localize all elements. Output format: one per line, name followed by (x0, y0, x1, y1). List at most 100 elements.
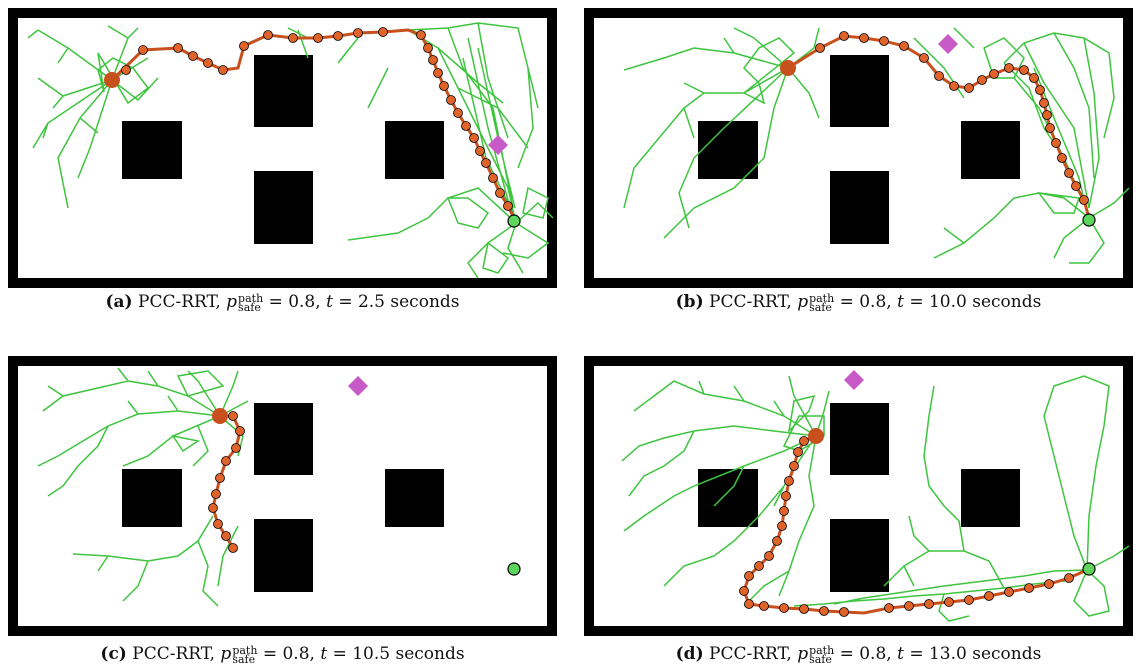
path-node (793, 447, 803, 457)
path-node (461, 121, 471, 131)
path-node (764, 551, 774, 561)
caption-c-p-value: = 0.8, (262, 644, 315, 664)
path-node (815, 43, 825, 53)
panel-a-plot (8, 8, 557, 288)
path-node (433, 68, 443, 78)
obstacle (254, 171, 313, 244)
path-node (819, 606, 829, 616)
path-node (208, 503, 218, 513)
caption-b-p-sup: path (809, 291, 835, 305)
caption-d-p-value: = 0.8, (839, 644, 892, 664)
path-node (924, 599, 934, 609)
path-node (213, 519, 223, 529)
caption-a-label: (a) (105, 292, 133, 312)
path-node (1024, 583, 1034, 593)
path-node (239, 41, 249, 51)
obstacle (122, 469, 182, 527)
path-node (188, 51, 198, 61)
obstacle (830, 519, 889, 592)
path-node (1057, 153, 1067, 163)
caption-d-label: (d) (675, 644, 704, 664)
path-node (744, 571, 754, 581)
path-node (231, 443, 241, 453)
rrt-tree (287, 27, 389, 109)
rrt-tree (933, 187, 1130, 264)
path-node (428, 55, 438, 65)
path-node (1004, 63, 1014, 73)
rrt-tree (347, 186, 554, 279)
path-node (781, 491, 791, 501)
rrt-tree (72, 515, 239, 607)
path-node (1035, 85, 1045, 95)
rrt-tree (793, 375, 1130, 622)
caption-d-method: PCC-RRT, (709, 644, 792, 664)
obstacle (385, 469, 444, 527)
path-node (1045, 123, 1055, 133)
path-node (964, 595, 974, 605)
path-node (1029, 73, 1039, 83)
path-node (744, 599, 754, 609)
caption-b-label: (b) (675, 292, 704, 312)
path-node (378, 27, 388, 37)
path-node (503, 201, 513, 211)
path-node (779, 603, 789, 613)
caption-a-t-value: = 2.5 seconds (338, 292, 460, 312)
path-node (1079, 195, 1089, 205)
path-node (799, 436, 809, 446)
caption-a-p-sub: safe (238, 300, 261, 314)
caption-a: (a) PCC-RRT, p path safe = 0.8, t = 2.5 se… (8, 291, 557, 314)
path-node (784, 476, 794, 486)
path-node (977, 75, 987, 85)
dynamic-obstacle-diamond (488, 135, 508, 155)
caption-b-t-value: = 10.0 seconds (909, 292, 1042, 312)
path-node (1004, 587, 1014, 597)
obstacle (830, 403, 889, 475)
robot (780, 60, 796, 76)
path-node (439, 81, 449, 91)
caption-a-method: PCC-RRT, (138, 292, 221, 312)
panel-a (8, 8, 557, 288)
path-node (475, 146, 485, 156)
path-node (1064, 168, 1074, 178)
path-node (779, 506, 789, 516)
path-node (1051, 138, 1061, 148)
rrt-tree (623, 27, 820, 239)
path-node (228, 543, 238, 553)
path-node (235, 426, 245, 436)
path-node (1044, 579, 1054, 589)
path-node (772, 536, 782, 546)
panel-b (584, 8, 1133, 288)
path-node (203, 58, 213, 68)
path-node (799, 604, 809, 614)
caption-d-p: p (797, 644, 809, 664)
path-node (904, 601, 914, 611)
path-node (884, 603, 894, 613)
obstacle (254, 403, 313, 475)
robot (104, 72, 120, 88)
path-node (879, 36, 889, 46)
path-node (899, 41, 909, 51)
path-node (423, 43, 433, 53)
obstacle (830, 171, 889, 244)
caption-a-p-sup: path (238, 291, 264, 305)
path-node (446, 95, 456, 105)
path-node (121, 65, 131, 75)
caption-c-p-sup: path (232, 643, 258, 657)
obstacle (830, 55, 889, 127)
dynamic-obstacle-diamond (844, 370, 864, 390)
caption-b: (b) PCC-RRT, p path safe = 0.8, t = 10.0 s… (584, 291, 1133, 313)
caption-a-p-value: = 0.8, (268, 292, 321, 312)
panel-b-plot (584, 8, 1133, 288)
caption-d: (d) PCC-RRT, p path safe = 0.8, t = 13.0 s… (584, 644, 1133, 665)
caption-a-t: t (326, 292, 333, 312)
path-node (218, 65, 228, 75)
caption-c: (c) PCC-RRT, p path safe = 0.8, t = 10.5 s… (8, 643, 557, 665)
path-node (353, 28, 363, 38)
caption-a-p: p (226, 292, 238, 312)
dynamic-obstacle-diamond (938, 34, 958, 54)
robot (808, 428, 824, 444)
path-node (1071, 181, 1081, 191)
path-node (416, 30, 426, 40)
panel-c-plot (8, 356, 557, 636)
caption-d-t: t (897, 644, 904, 664)
